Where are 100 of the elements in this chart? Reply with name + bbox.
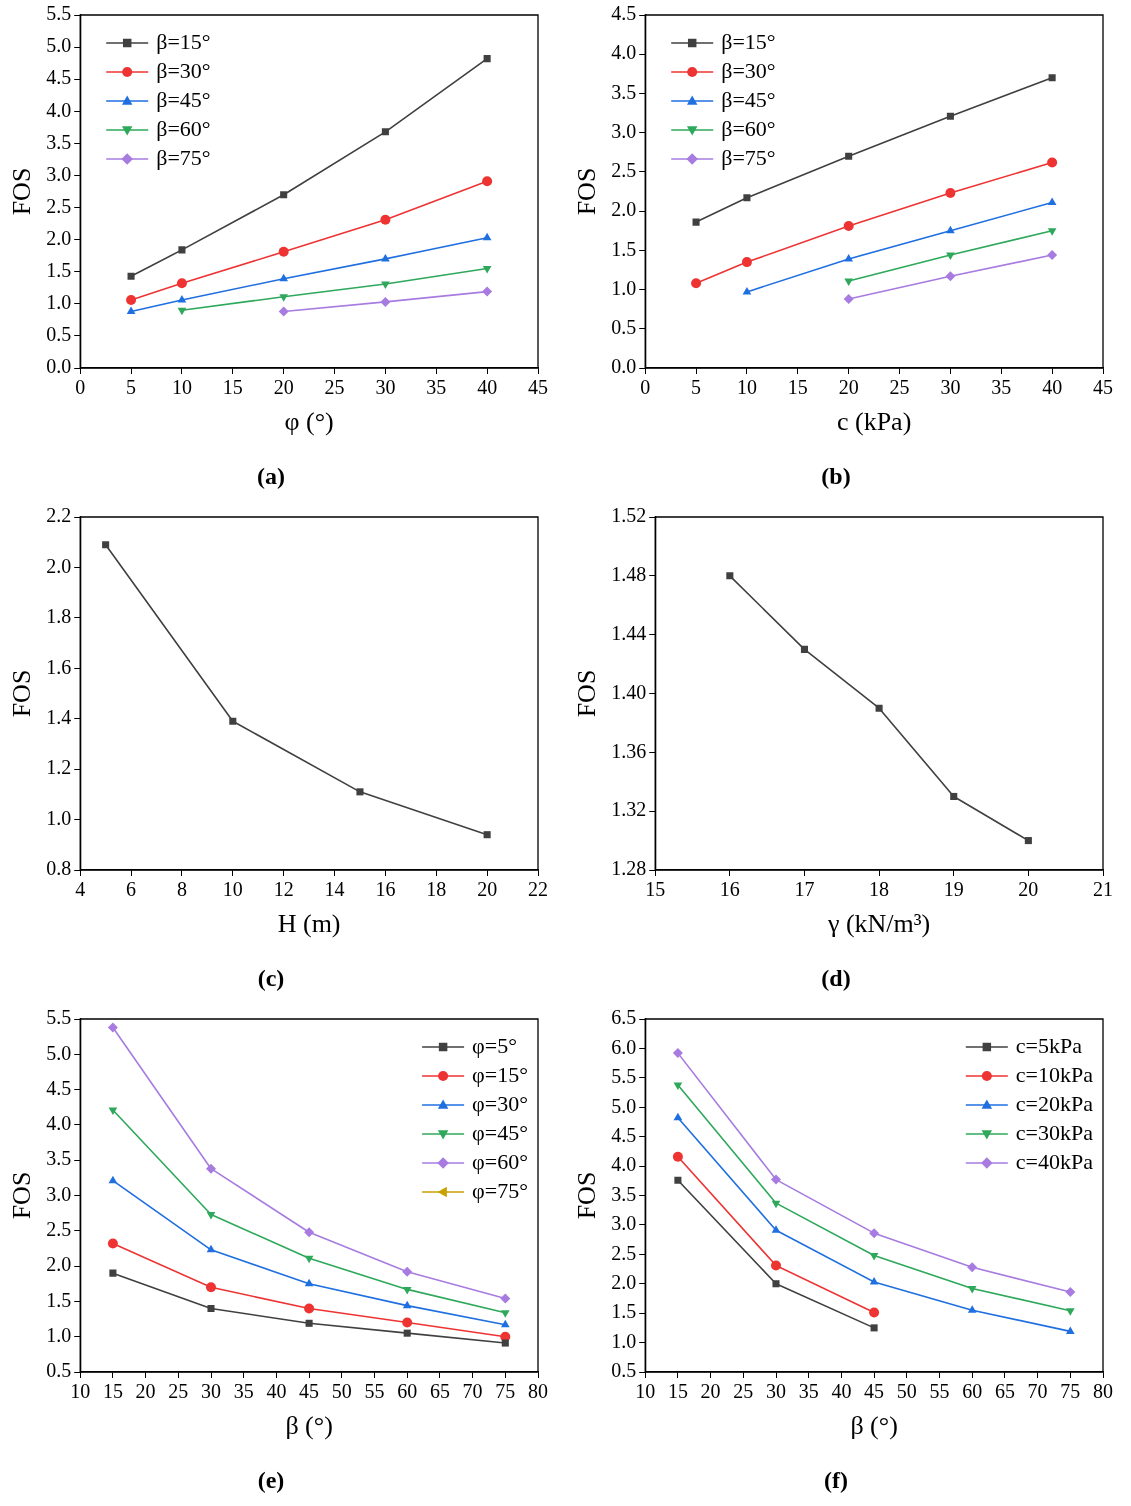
point [1048,74,1056,82]
y-tick-label: 2.0 [46,226,72,249]
point [672,1151,683,1162]
x-tick-label: 15 [645,878,666,901]
point [1047,250,1058,261]
x-tick-label: 10 [171,376,192,399]
x-tick-label: 55 [364,1380,385,1403]
x-tick-label: 65 [429,1380,450,1403]
x-tick-label: 60 [962,1380,983,1403]
point [402,1317,413,1328]
point [304,1303,315,1314]
point [967,1285,977,1294]
point [483,831,491,839]
point [107,1022,118,1033]
point [381,253,390,262]
text: (c) [257,964,285,991]
x-tick-label: 10 [736,376,757,399]
x-tick-label: 60 [397,1380,418,1403]
point [126,294,137,305]
x-tick-label: 35 [798,1380,819,1403]
point [102,541,110,549]
y-tick-label: 1.40 [611,680,647,703]
y-tick-label: 2.0 [46,1253,72,1276]
point [869,1253,879,1261]
text: (a) [257,462,285,489]
point [108,1175,118,1184]
x-tick-label: 45 [299,1380,320,1403]
x-tick-label: 45 [1093,376,1113,399]
y-tick-label: 1.5 [46,258,72,281]
point [771,1260,781,1271]
point [500,1319,510,1328]
point [672,1048,683,1059]
x-tick-label: 14 [324,878,345,901]
point [356,788,364,796]
y-tick-label: 2.5 [46,194,72,217]
x-tick-label: 20 [135,1380,156,1403]
point [177,294,187,303]
point [742,286,752,295]
x-tick-label: 20 [838,376,859,399]
y-tick-label: 1.2 [46,756,72,779]
legend-label: β=45° [156,86,211,112]
y-tick-label: 1.28 [611,857,647,880]
point [482,176,493,187]
point [304,1278,314,1287]
point [845,152,853,160]
legend-label: c=10kPa [1015,1061,1094,1087]
y-tick-label: 4.5 [46,66,72,89]
point [279,294,288,302]
point [844,278,853,286]
point [381,281,390,289]
x-tick-label: 35 [233,1380,254,1403]
y-tick-label: 4.5 [46,1076,72,1099]
point [967,1305,977,1313]
point [207,1304,215,1312]
y-tick-label: 4.0 [46,1112,72,1135]
x-tick-label: 45 [864,1380,885,1403]
text: (f) [824,1466,848,1493]
x-axis-title: γ (kN/m³) [826,909,931,939]
point [741,257,752,268]
point [483,55,491,63]
x-tick-label: 5 [126,376,137,399]
x-tick-label: 17 [794,878,815,901]
point [772,1280,780,1288]
point [743,194,751,202]
y-tick-label: 1.0 [611,1329,637,1352]
x-tick-label: 18 [869,878,890,901]
legend-label: φ=60° [472,1148,528,1174]
x-tick-label: 15 [667,1380,688,1403]
legend-label: c=20kPa [1015,1090,1094,1116]
point [869,1307,880,1318]
x-axis-title: β (°) [850,1411,898,1441]
y-tick-label: 5.5 [46,2,72,25]
x-axis-title: H (m) [277,909,341,939]
y-tick-label: 0.8 [46,857,72,880]
y-tick-label: 2.2 [46,504,72,527]
point [402,1300,412,1309]
y-tick-label: 1.0 [46,806,72,829]
x-tick-label: 5 [691,376,702,399]
x-tick-label: 55 [929,1380,950,1403]
y-axis-title: FOS [572,1171,602,1220]
point [127,272,135,280]
x-tick-label: 15 [787,376,808,399]
legend-label: β=75° [721,144,776,170]
legend-label: c=40kPa [1015,1148,1094,1174]
point [771,1200,781,1209]
point [673,1082,683,1090]
x-tick-label: 10 [635,1380,656,1403]
y-tick-label: 4.0 [611,41,637,64]
point [402,1286,412,1295]
x-tick-label: 40 [477,376,498,399]
y-tick-label: 0.5 [46,323,72,346]
x-tick-label: 6 [126,878,137,901]
y-tick-label: 5.0 [46,34,72,57]
y-tick-label: 1.8 [46,605,72,628]
y-tick-label: 3.0 [611,119,637,142]
legend-label: φ=5° [472,1032,517,1058]
x-tick-label: 40 [831,1380,852,1403]
x-tick-label: 25 [168,1380,189,1403]
x-tick-label: 0 [75,376,86,399]
y-tick-label: 3.5 [46,130,72,153]
